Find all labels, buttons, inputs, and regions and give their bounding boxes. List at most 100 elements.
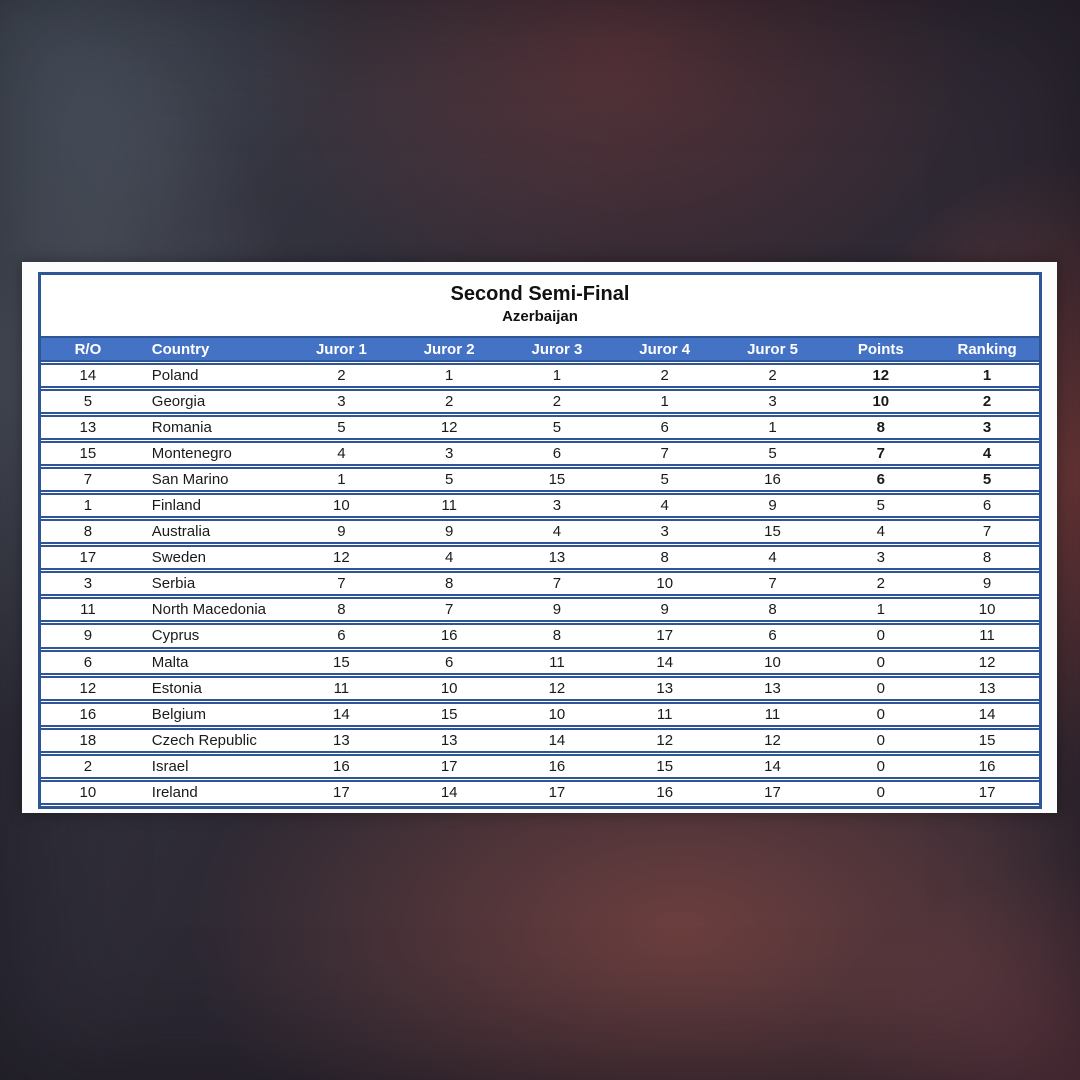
table-row: 17 Sweden 12 4 13 8 4 3 8 — [41, 545, 1039, 571]
score-table-frame: Second Semi-Final Azerbaijan R/O Country J… — [38, 272, 1042, 809]
cell-juror-1: 17 — [287, 779, 396, 805]
cell-juror-5: 8 — [718, 597, 827, 623]
cell-juror-1: 6 — [287, 623, 396, 649]
cell-juror-4: 5 — [610, 467, 719, 493]
cell-country: San Marino — [134, 467, 288, 493]
table-row: 5 Georgia 3 2 2 1 3 10 2 — [41, 389, 1039, 415]
cell-juror-2: 4 — [395, 545, 504, 571]
cell-running-order: 2 — [41, 753, 135, 779]
cell-juror-5: 6 — [718, 623, 827, 649]
cell-country: Finland — [134, 493, 288, 519]
cell-juror-3: 17 — [503, 779, 611, 805]
cell-juror-1: 1 — [287, 467, 396, 493]
cell-country: North Macedonia — [134, 597, 288, 623]
cell-juror-5: 17 — [718, 779, 827, 805]
cell-country: Serbia — [134, 571, 288, 597]
cell-juror-2: 15 — [395, 701, 504, 727]
cell-ranking: 7 — [935, 519, 1039, 545]
cell-juror-5: 3 — [718, 389, 827, 415]
cell-juror-4: 6 — [610, 415, 719, 441]
cell-ranking: 9 — [935, 571, 1039, 597]
score-table-panel: Second Semi-Final Azerbaijan R/O Country J… — [22, 262, 1057, 813]
cell-juror-2: 8 — [395, 571, 504, 597]
cell-juror-5: 10 — [718, 649, 827, 675]
table-row: 18 Czech Republic 13 13 14 12 12 0 15 — [41, 727, 1039, 753]
column-header-points: Points — [826, 336, 936, 362]
cell-juror-5: 5 — [718, 441, 827, 467]
cell-running-order: 8 — [41, 519, 135, 545]
cell-juror-1: 14 — [287, 701, 396, 727]
cell-ranking: 8 — [935, 545, 1039, 571]
cell-juror-5: 12 — [718, 727, 827, 753]
table-row: 9 Cyprus 6 16 8 17 6 0 11 — [41, 623, 1039, 649]
table-row: 14 Poland 2 1 1 2 2 12 1 — [41, 363, 1039, 389]
cell-running-order: 18 — [41, 727, 135, 753]
cell-juror-1: 11 — [287, 675, 396, 701]
cell-country: Estonia — [134, 675, 288, 701]
cell-running-order: 15 — [41, 441, 135, 467]
cell-country: Ireland — [134, 779, 288, 805]
cell-juror-5: 4 — [718, 545, 827, 571]
cell-juror-2: 6 — [395, 649, 504, 675]
table-row: 6 Malta 15 6 11 14 10 0 12 — [41, 649, 1039, 675]
cell-juror-3: 7 — [503, 571, 611, 597]
cell-country: Georgia — [134, 389, 288, 415]
cell-juror-3: 5 — [503, 415, 611, 441]
cell-points: 6 — [826, 467, 936, 493]
cell-juror-2: 17 — [395, 753, 504, 779]
cell-juror-5: 15 — [718, 519, 827, 545]
cell-juror-5: 11 — [718, 701, 827, 727]
cell-juror-4: 17 — [610, 623, 719, 649]
cell-juror-3: 1 — [503, 363, 611, 389]
cell-country: Sweden — [134, 545, 288, 571]
column-header-juror-5: Juror 5 — [718, 336, 827, 362]
cell-juror-1: 15 — [287, 649, 396, 675]
cell-juror-2: 9 — [395, 519, 504, 545]
cell-points: 3 — [826, 545, 936, 571]
cell-juror-4: 15 — [610, 753, 719, 779]
cell-juror-5: 7 — [718, 571, 827, 597]
cell-juror-3: 3 — [503, 493, 611, 519]
table-row: 10 Ireland 17 14 17 16 17 0 17 — [41, 779, 1039, 805]
table-row: 2 Israel 16 17 16 15 14 0 16 — [41, 753, 1039, 779]
column-header-country: Country — [134, 336, 288, 362]
cell-juror-2: 14 — [395, 779, 504, 805]
cell-points: 0 — [826, 753, 936, 779]
column-header-juror-3: Juror 3 — [503, 336, 611, 362]
cell-running-order: 3 — [41, 571, 135, 597]
cell-juror-3: 10 — [503, 701, 611, 727]
cell-points: 0 — [826, 675, 936, 701]
cell-juror-5: 16 — [718, 467, 827, 493]
cell-ranking: 6 — [935, 493, 1039, 519]
cell-juror-3: 13 — [503, 545, 611, 571]
cell-juror-5: 13 — [718, 675, 827, 701]
cell-juror-2: 12 — [395, 415, 504, 441]
cell-points: 7 — [826, 441, 936, 467]
cell-points: 2 — [826, 571, 936, 597]
table-row: 13 Romania 5 12 5 6 1 8 3 — [41, 415, 1039, 441]
cell-juror-4: 14 — [610, 649, 719, 675]
cell-country: Cyprus — [134, 623, 288, 649]
table-row: 11 North Macedonia 8 7 9 9 8 1 10 — [41, 597, 1039, 623]
cell-juror-1: 13 — [287, 727, 396, 753]
cell-points: 4 — [826, 519, 936, 545]
page-title: Second Semi-Final — [450, 283, 630, 305]
cell-running-order: 16 — [41, 701, 135, 727]
cell-running-order: 6 — [41, 649, 135, 675]
cell-juror-3: 4 — [503, 519, 611, 545]
cell-juror-1: 16 — [287, 753, 396, 779]
cell-juror-5: 1 — [718, 415, 827, 441]
cell-juror-4: 10 — [610, 571, 719, 597]
cell-juror-3: 9 — [503, 597, 611, 623]
cell-juror-4: 8 — [610, 545, 719, 571]
cell-juror-4: 3 — [610, 519, 719, 545]
cell-juror-3: 15 — [503, 467, 611, 493]
cell-juror-1: 10 — [287, 493, 396, 519]
cell-country: Montenegro — [134, 441, 288, 467]
cell-juror-1: 4 — [287, 441, 396, 467]
cell-running-order: 12 — [41, 675, 135, 701]
cell-ranking: 11 — [935, 623, 1039, 649]
cell-running-order: 10 — [41, 779, 135, 805]
cell-country: Czech Republic — [134, 727, 288, 753]
column-header-juror-2: Juror 2 — [395, 336, 504, 362]
